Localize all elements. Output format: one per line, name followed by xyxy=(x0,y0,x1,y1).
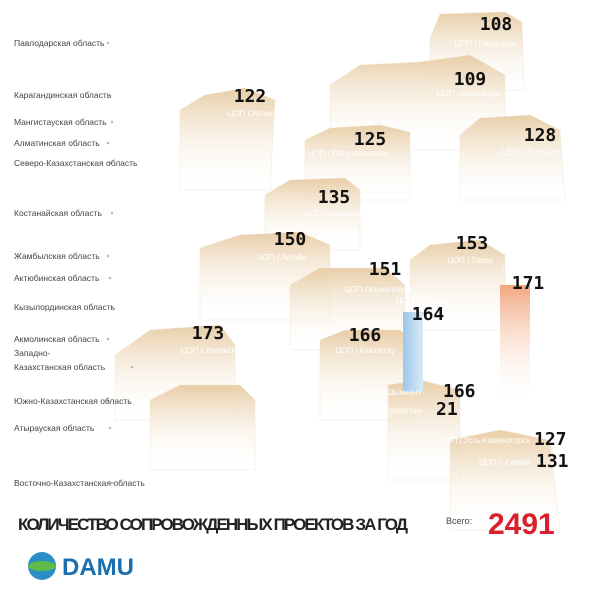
center-label: ЦОП г.Караганда xyxy=(437,89,500,98)
center-value: 150 xyxy=(274,229,307,250)
center-value: 153 xyxy=(456,233,489,254)
region-label: Восточно-Казахстанская область xyxy=(14,478,145,488)
region-label: Кызылординская область xyxy=(14,302,116,312)
leader-dot xyxy=(106,141,110,145)
region-label: Атырауская область xyxy=(14,423,95,433)
center-value: 109 xyxy=(454,69,487,90)
region-label: Мангистауская область xyxy=(14,117,107,127)
leader-dot xyxy=(106,254,110,258)
center-label: ЦОП г. Астана xyxy=(396,296,449,305)
center-value: 166 xyxy=(443,381,476,402)
region-label: Костанайская область xyxy=(14,208,103,218)
region-label: Казахстанская область xyxy=(14,362,106,372)
leader-dot xyxy=(106,41,110,45)
logo-text: DAMU xyxy=(62,554,134,581)
leader-dot xyxy=(130,365,134,369)
region-label: Южно-Казахстанская область xyxy=(14,396,132,406)
center-value: 164 xyxy=(412,304,445,325)
center-value: 21 xyxy=(436,399,458,420)
leader-dot xyxy=(108,426,112,430)
region-label: Карагандинская область xyxy=(14,90,112,100)
center-label: ЦОП г.Павлодар xyxy=(455,39,517,48)
region-label: Северо-Казахстанская область xyxy=(14,158,138,168)
leader-dot xyxy=(108,93,112,97)
center-value: 128 xyxy=(524,125,557,146)
center-value: 108 xyxy=(480,14,513,35)
center-value: 122 xyxy=(234,86,267,107)
region-label: Актюбинская область xyxy=(14,273,100,283)
total-label: Всего: xyxy=(446,516,472,526)
center-label: ЦОП г.Туркестан xyxy=(360,406,421,415)
region-label: Алматинская область xyxy=(14,138,100,148)
center-label: ЦОП г.Алматы xyxy=(501,264,555,273)
map-blocks xyxy=(114,11,566,531)
center-label: ЦОП г.Уральск xyxy=(181,346,236,355)
leader-dot xyxy=(110,481,114,485)
center-label: ЦОП г.Петропавловск xyxy=(308,149,389,158)
region-label: Западно- xyxy=(14,348,51,358)
center-label: ЦОП г.Тараз xyxy=(447,256,493,265)
footer-title: КОЛИЧЕСТВО СОПРОВОЖДЕННЫХ ПРОЕКТОВ ЗА ГО… xyxy=(18,515,408,534)
center-value: 166 xyxy=(349,325,382,346)
center-value: 135 xyxy=(318,187,351,208)
leader-lines xyxy=(106,41,134,485)
leader-dot xyxy=(108,161,112,165)
center-label: ЦОП г.Актау xyxy=(228,109,273,118)
logo: DAMU xyxy=(28,552,134,581)
center-value: 127 xyxy=(534,429,567,450)
center-label: ЦОП г.Костанай xyxy=(305,209,364,218)
leader-dot xyxy=(108,276,112,280)
region-label: Жамбылская область xyxy=(14,251,100,261)
leader-dot xyxy=(106,399,110,403)
leader-dot xyxy=(110,211,114,215)
center-value: 125 xyxy=(354,129,387,150)
region-label: Павлодарская область xyxy=(14,38,105,48)
center-label: ЦОП г.Усть-Каменогорск xyxy=(440,436,531,445)
center-value: 173 xyxy=(192,323,225,344)
region-label: Акмолинская область xyxy=(14,334,100,344)
center-label: ЦОП г.Шымкент xyxy=(362,388,421,397)
leader-dot xyxy=(106,337,110,341)
center-value: 171 xyxy=(512,273,545,294)
center-label: ЦОП г.Актобе xyxy=(257,253,308,262)
center-label: ЦОП г.Кызылорда xyxy=(345,285,412,294)
leader-dot xyxy=(110,120,114,124)
leader-dot xyxy=(110,305,114,309)
center-label: ЦОП г. Семей xyxy=(479,458,530,467)
center-label: ЦОП г.Талдыкорган xyxy=(502,148,574,157)
center-value: 131 xyxy=(536,451,569,472)
center-label: ЦОП г.Кокшетау xyxy=(335,346,394,355)
center-value: 151 xyxy=(369,259,402,280)
total-value: 2491 xyxy=(488,508,555,541)
